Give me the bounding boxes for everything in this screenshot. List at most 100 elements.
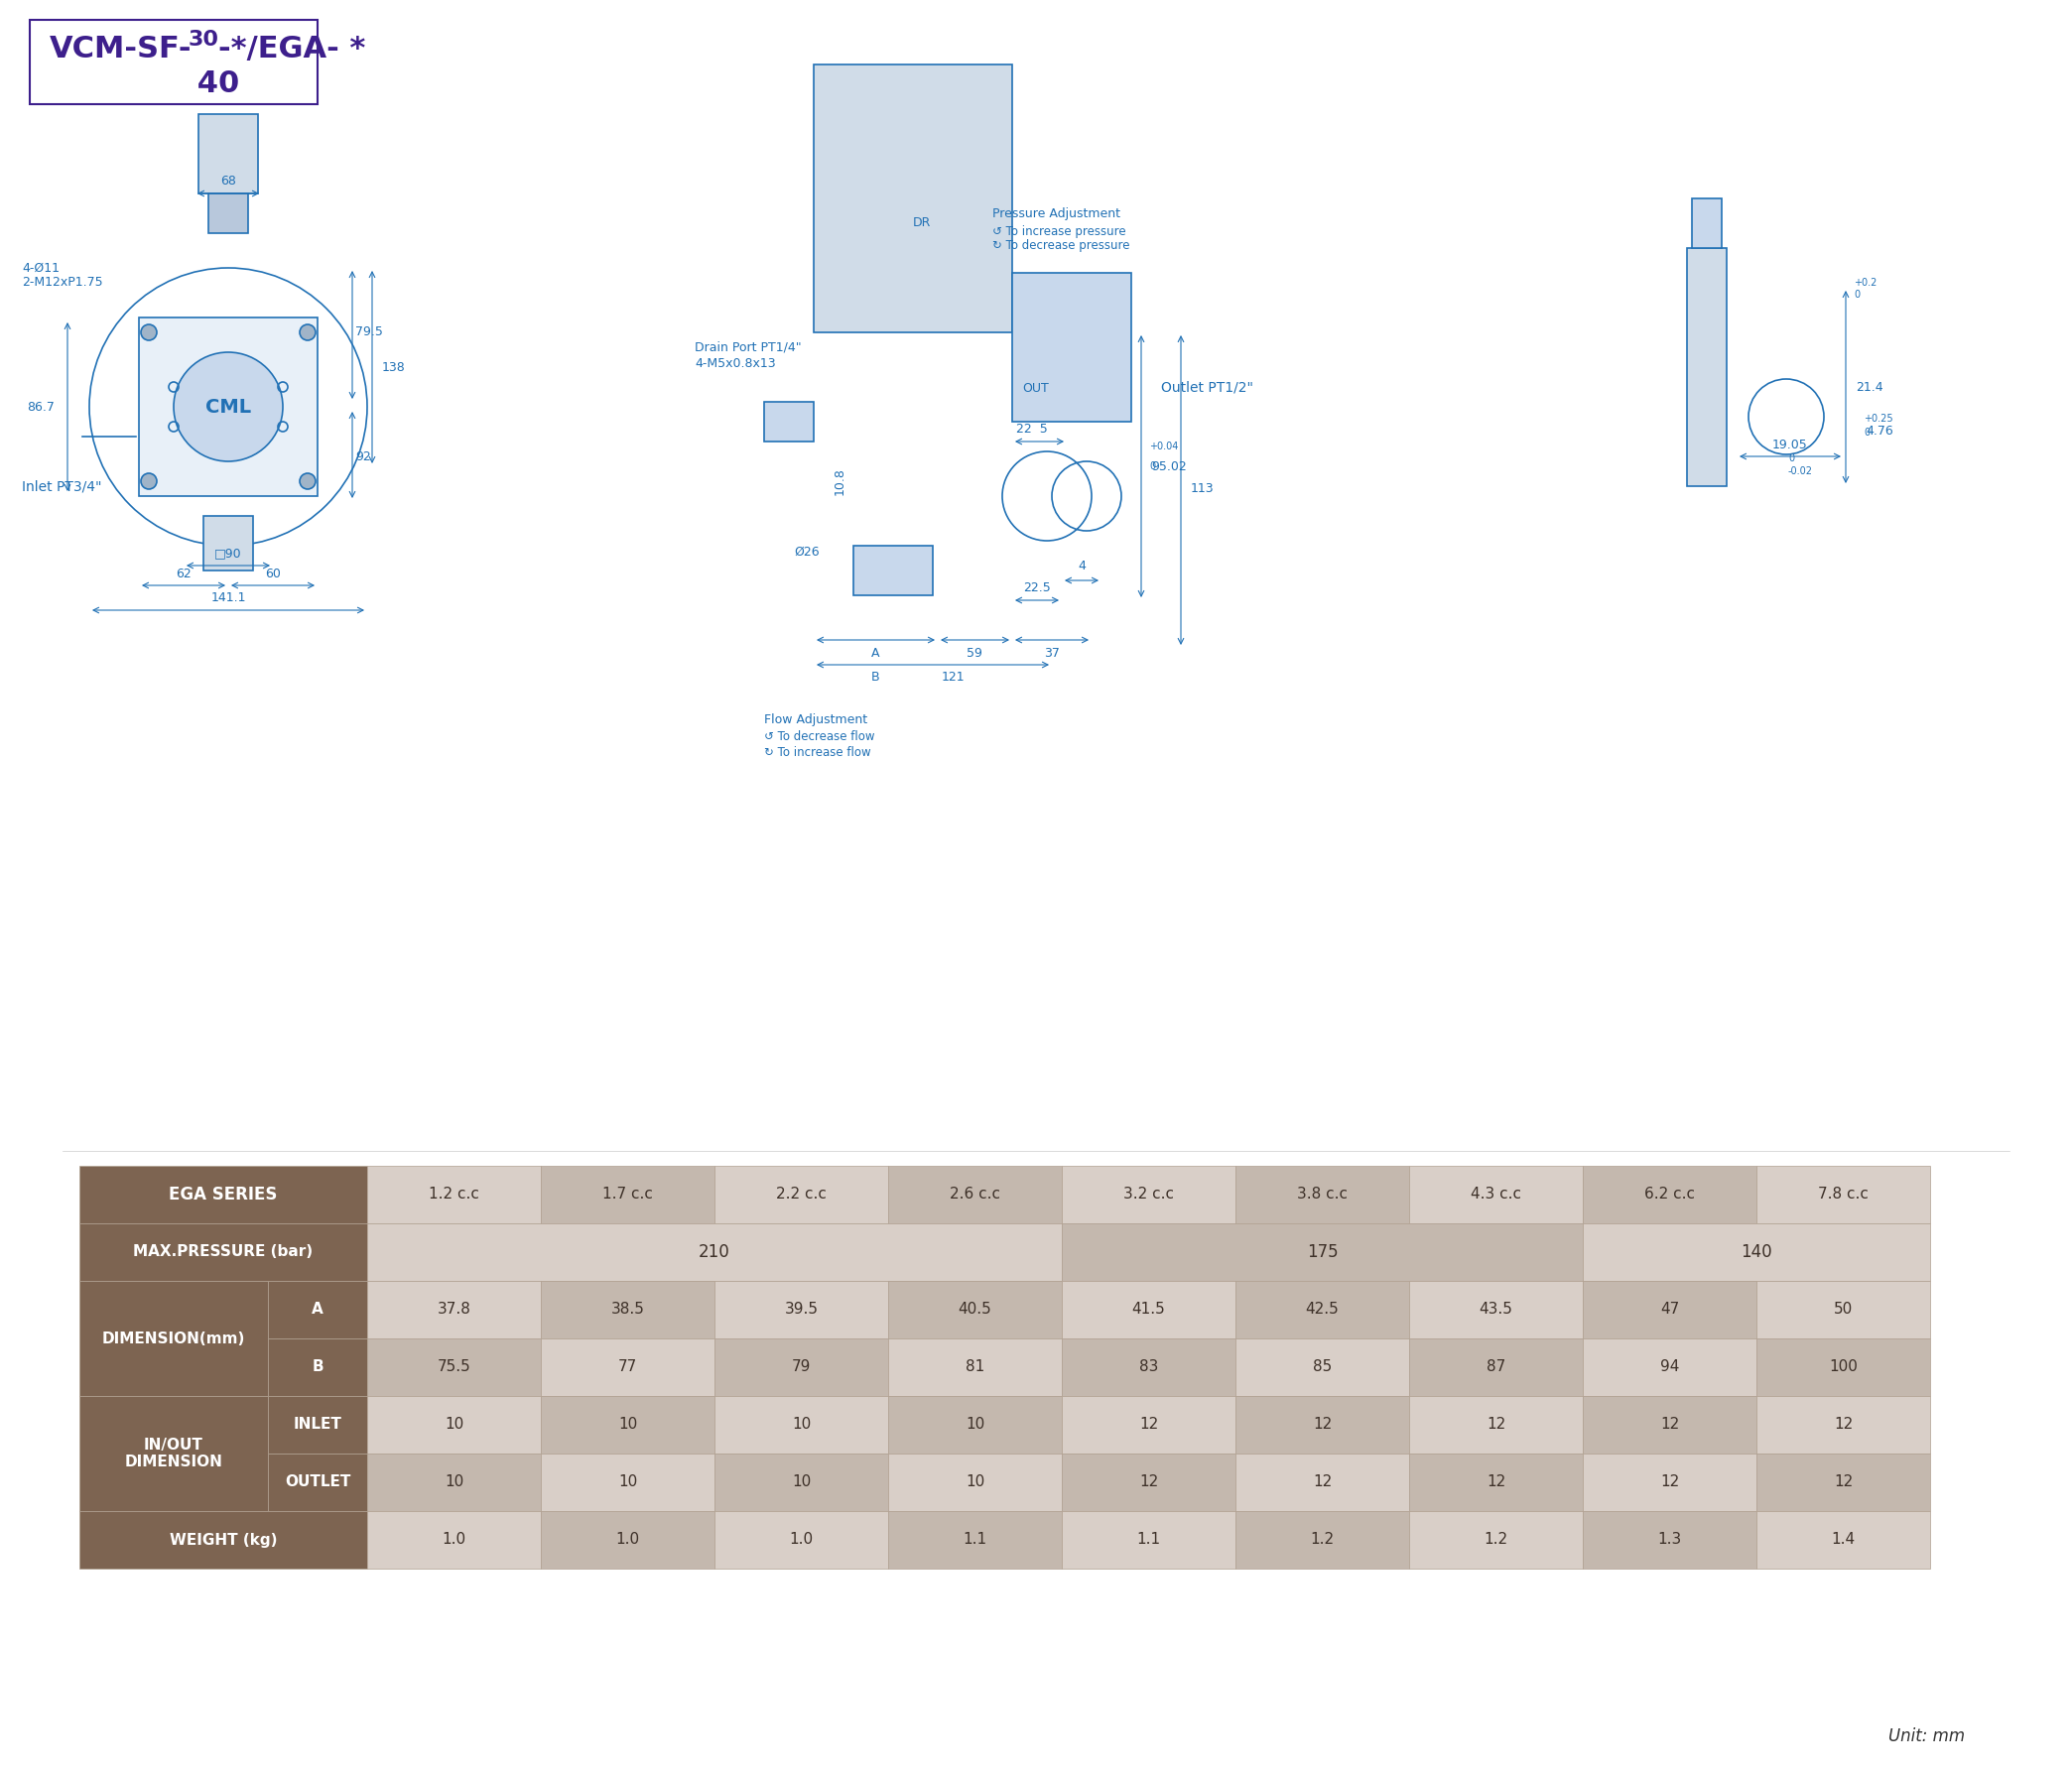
Text: +0.25: +0.25 — [1863, 413, 1894, 424]
Text: B: B — [311, 1359, 323, 1375]
Bar — [79, 1511, 367, 1568]
Text: +0.2: +0.2 — [1854, 279, 1877, 287]
Text: 87: 87 — [1486, 1359, 1506, 1375]
Text: 30: 30 — [189, 30, 220, 50]
Bar — [1583, 1453, 1757, 1511]
Text: 140: 140 — [1740, 1244, 1772, 1261]
Text: 1.1: 1.1 — [963, 1533, 986, 1547]
Text: 12: 12 — [1834, 1474, 1852, 1490]
Bar — [367, 1224, 1061, 1281]
Text: 0: 0 — [1854, 289, 1861, 300]
Bar — [889, 1338, 1061, 1396]
Text: 100: 100 — [1830, 1359, 1859, 1375]
Text: +0.04: +0.04 — [1150, 442, 1179, 451]
Text: Outlet PT1/2": Outlet PT1/2" — [1160, 380, 1254, 394]
Text: A: A — [311, 1302, 323, 1316]
Text: 94: 94 — [1660, 1359, 1678, 1375]
Bar — [1757, 1396, 1931, 1453]
Circle shape — [141, 474, 157, 490]
Text: 81: 81 — [966, 1359, 984, 1375]
Bar — [367, 1338, 541, 1396]
Bar — [541, 1281, 715, 1338]
Text: □90: □90 — [215, 546, 242, 561]
Text: 12: 12 — [1660, 1474, 1678, 1490]
Bar — [765, 403, 814, 442]
Circle shape — [300, 325, 315, 341]
Bar — [1583, 1281, 1757, 1338]
Bar — [267, 1338, 367, 1396]
Bar — [203, 516, 253, 571]
Text: 12: 12 — [1486, 1417, 1506, 1432]
Bar — [715, 1511, 889, 1568]
Bar — [1757, 1453, 1931, 1511]
Text: Drain Port PT1/4": Drain Port PT1/4" — [694, 341, 802, 353]
Text: 12: 12 — [1314, 1474, 1332, 1490]
Bar — [79, 1396, 267, 1511]
Text: 1.1: 1.1 — [1138, 1533, 1160, 1547]
Bar — [367, 1396, 541, 1453]
Text: 10: 10 — [617, 1417, 638, 1432]
Text: VCM-SF-: VCM-SF- — [50, 35, 193, 64]
Text: 4: 4 — [1077, 559, 1086, 571]
Text: 0: 0 — [1863, 428, 1869, 438]
Text: 1.0: 1.0 — [615, 1533, 640, 1547]
Text: 10: 10 — [443, 1474, 464, 1490]
Text: 12: 12 — [1140, 1417, 1158, 1432]
Bar — [1235, 1453, 1409, 1511]
Text: Inlet PT3/4": Inlet PT3/4" — [23, 479, 102, 493]
Bar — [1061, 1453, 1235, 1511]
Bar — [889, 1511, 1061, 1568]
Text: OUTLET: OUTLET — [284, 1474, 350, 1490]
Circle shape — [174, 353, 282, 461]
Bar — [814, 64, 1013, 332]
Bar — [1409, 1453, 1583, 1511]
Bar — [367, 1511, 541, 1568]
Bar — [1013, 273, 1131, 422]
Bar — [209, 193, 249, 232]
Text: 10: 10 — [443, 1417, 464, 1432]
Bar — [715, 1396, 889, 1453]
Text: 12: 12 — [1140, 1474, 1158, 1490]
Bar — [1061, 1396, 1235, 1453]
Text: 77: 77 — [617, 1359, 638, 1375]
Text: 37.8: 37.8 — [437, 1302, 470, 1316]
Text: 92: 92 — [354, 451, 371, 463]
Text: 1.7 c.c: 1.7 c.c — [603, 1187, 653, 1203]
Text: 86.7: 86.7 — [27, 401, 54, 413]
Bar — [1583, 1511, 1757, 1568]
Bar — [1061, 1338, 1235, 1396]
Bar — [1409, 1338, 1583, 1396]
Bar — [1061, 1166, 1235, 1224]
Bar — [1235, 1338, 1409, 1396]
Text: 7.8 c.c: 7.8 c.c — [1817, 1187, 1869, 1203]
Text: 12: 12 — [1660, 1417, 1678, 1432]
Text: 47: 47 — [1660, 1302, 1678, 1316]
Text: 0: 0 — [1788, 454, 1794, 463]
Bar — [1061, 1224, 1583, 1281]
Text: 62: 62 — [176, 568, 191, 580]
Bar — [1235, 1511, 1409, 1568]
Circle shape — [300, 474, 315, 490]
Text: 10: 10 — [792, 1474, 810, 1490]
Bar — [1409, 1511, 1583, 1568]
Text: 3.2 c.c: 3.2 c.c — [1123, 1187, 1175, 1203]
Circle shape — [141, 325, 157, 341]
Text: 38.5: 38.5 — [611, 1302, 644, 1316]
Bar — [1687, 248, 1726, 486]
Text: 79: 79 — [792, 1359, 810, 1375]
FancyBboxPatch shape — [139, 318, 317, 497]
Text: 83: 83 — [1140, 1359, 1158, 1375]
Text: -*/EGA- *: -*/EGA- * — [218, 35, 365, 64]
Text: B: B — [870, 671, 879, 685]
Bar — [889, 1453, 1061, 1511]
Bar — [267, 1281, 367, 1338]
Text: 22  5: 22 5 — [1015, 424, 1048, 436]
Bar — [1693, 199, 1722, 248]
Text: MAX.PRESSURE (bar): MAX.PRESSURE (bar) — [133, 1245, 313, 1260]
Bar — [854, 546, 932, 596]
Bar — [1409, 1396, 1583, 1453]
Text: Pressure Adjustment: Pressure Adjustment — [992, 208, 1121, 220]
Bar — [715, 1166, 889, 1224]
Text: 141.1: 141.1 — [211, 593, 247, 605]
Text: 138: 138 — [381, 360, 406, 374]
